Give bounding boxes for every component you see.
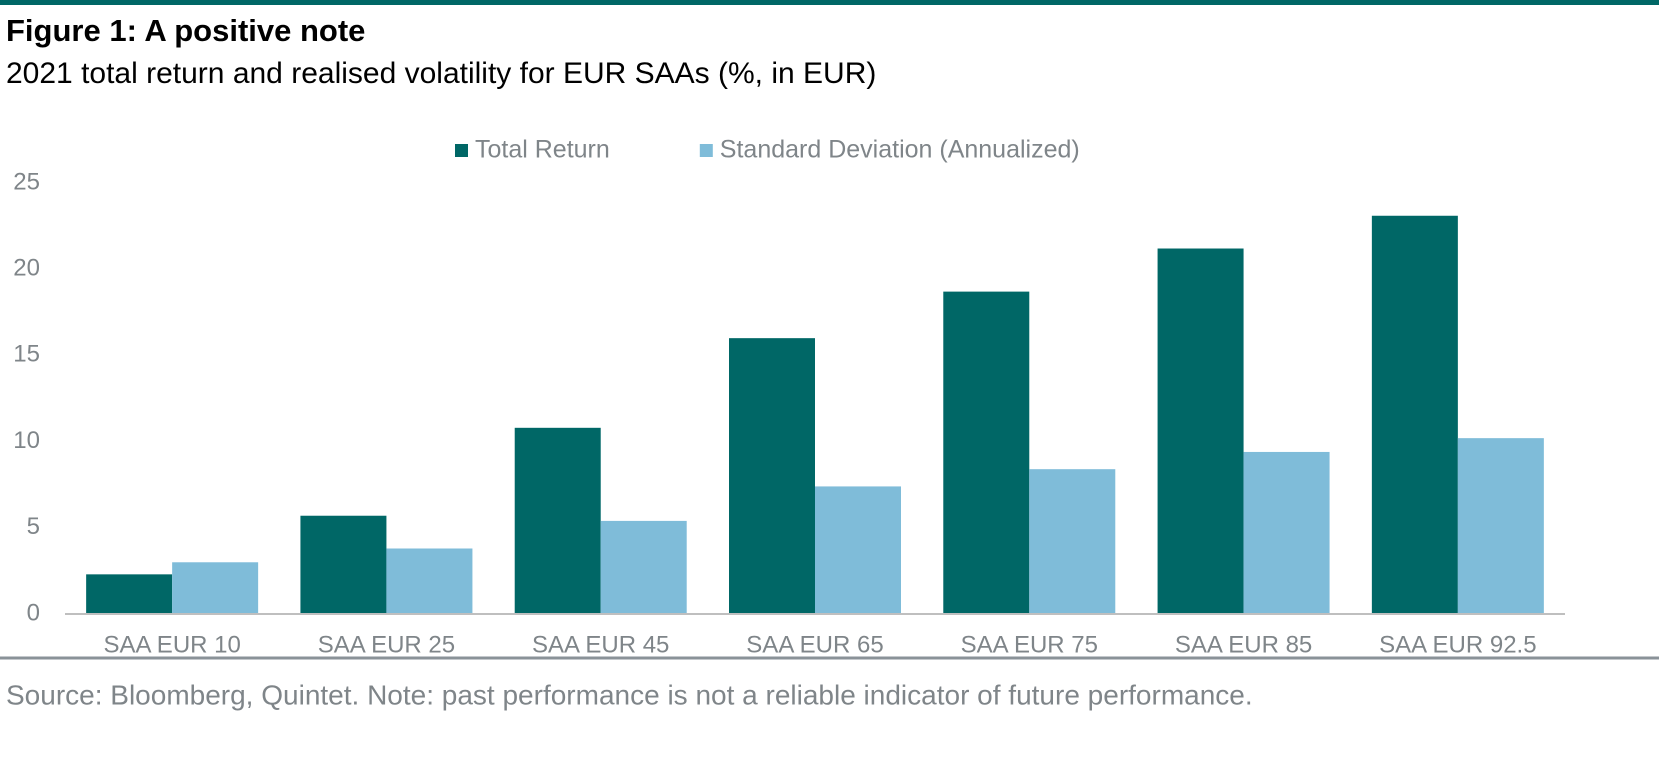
- bar: [1029, 469, 1116, 614]
- x-tick-label: SAA EUR 45: [532, 631, 669, 658]
- bar: [600, 520, 687, 614]
- y-tick-label: 10: [13, 427, 40, 454]
- y-tick-label: 25: [13, 168, 40, 195]
- chart-title: Figure 1: A positive note: [6, 13, 365, 48]
- legend-label: Total Return: [475, 136, 610, 164]
- x-tick-label: SAA EUR 75: [961, 631, 1098, 658]
- x-tick-label: SAA EUR 10: [103, 631, 240, 658]
- top-rule: [0, 0, 1659, 5]
- y-tick-label: 0: [27, 599, 40, 626]
- x-tick-label: SAA EUR 65: [746, 631, 883, 658]
- bar: [86, 574, 173, 614]
- bar: [943, 291, 1030, 614]
- bar: [815, 486, 901, 614]
- legend-label: Standard Deviation (Annualized): [720, 136, 1080, 164]
- legend-swatch: [455, 144, 468, 157]
- bar: [386, 548, 473, 614]
- bar: [172, 562, 259, 614]
- chart-subtitle: 2021 total return and realised volatilit…: [6, 57, 876, 90]
- bar: [300, 515, 387, 614]
- bar: [729, 338, 815, 614]
- x-tick-label: SAA EUR 25: [318, 631, 455, 658]
- x-tick-label: SAA EUR 85: [1175, 631, 1312, 658]
- legend-swatch: [699, 144, 713, 157]
- y-tick-label: 20: [13, 255, 40, 282]
- y-tick-label: 5: [27, 513, 40, 540]
- bar: [1457, 438, 1544, 614]
- bar: [1157, 248, 1244, 614]
- bar: [1243, 451, 1330, 614]
- x-tick-label: SAA EUR 92.5: [1379, 631, 1536, 658]
- bar: [1371, 215, 1458, 615]
- bar: [514, 427, 601, 614]
- source-note: Source: Bloomberg, Quintet. Note: past p…: [6, 679, 1253, 710]
- y-tick-label: 15: [13, 341, 40, 368]
